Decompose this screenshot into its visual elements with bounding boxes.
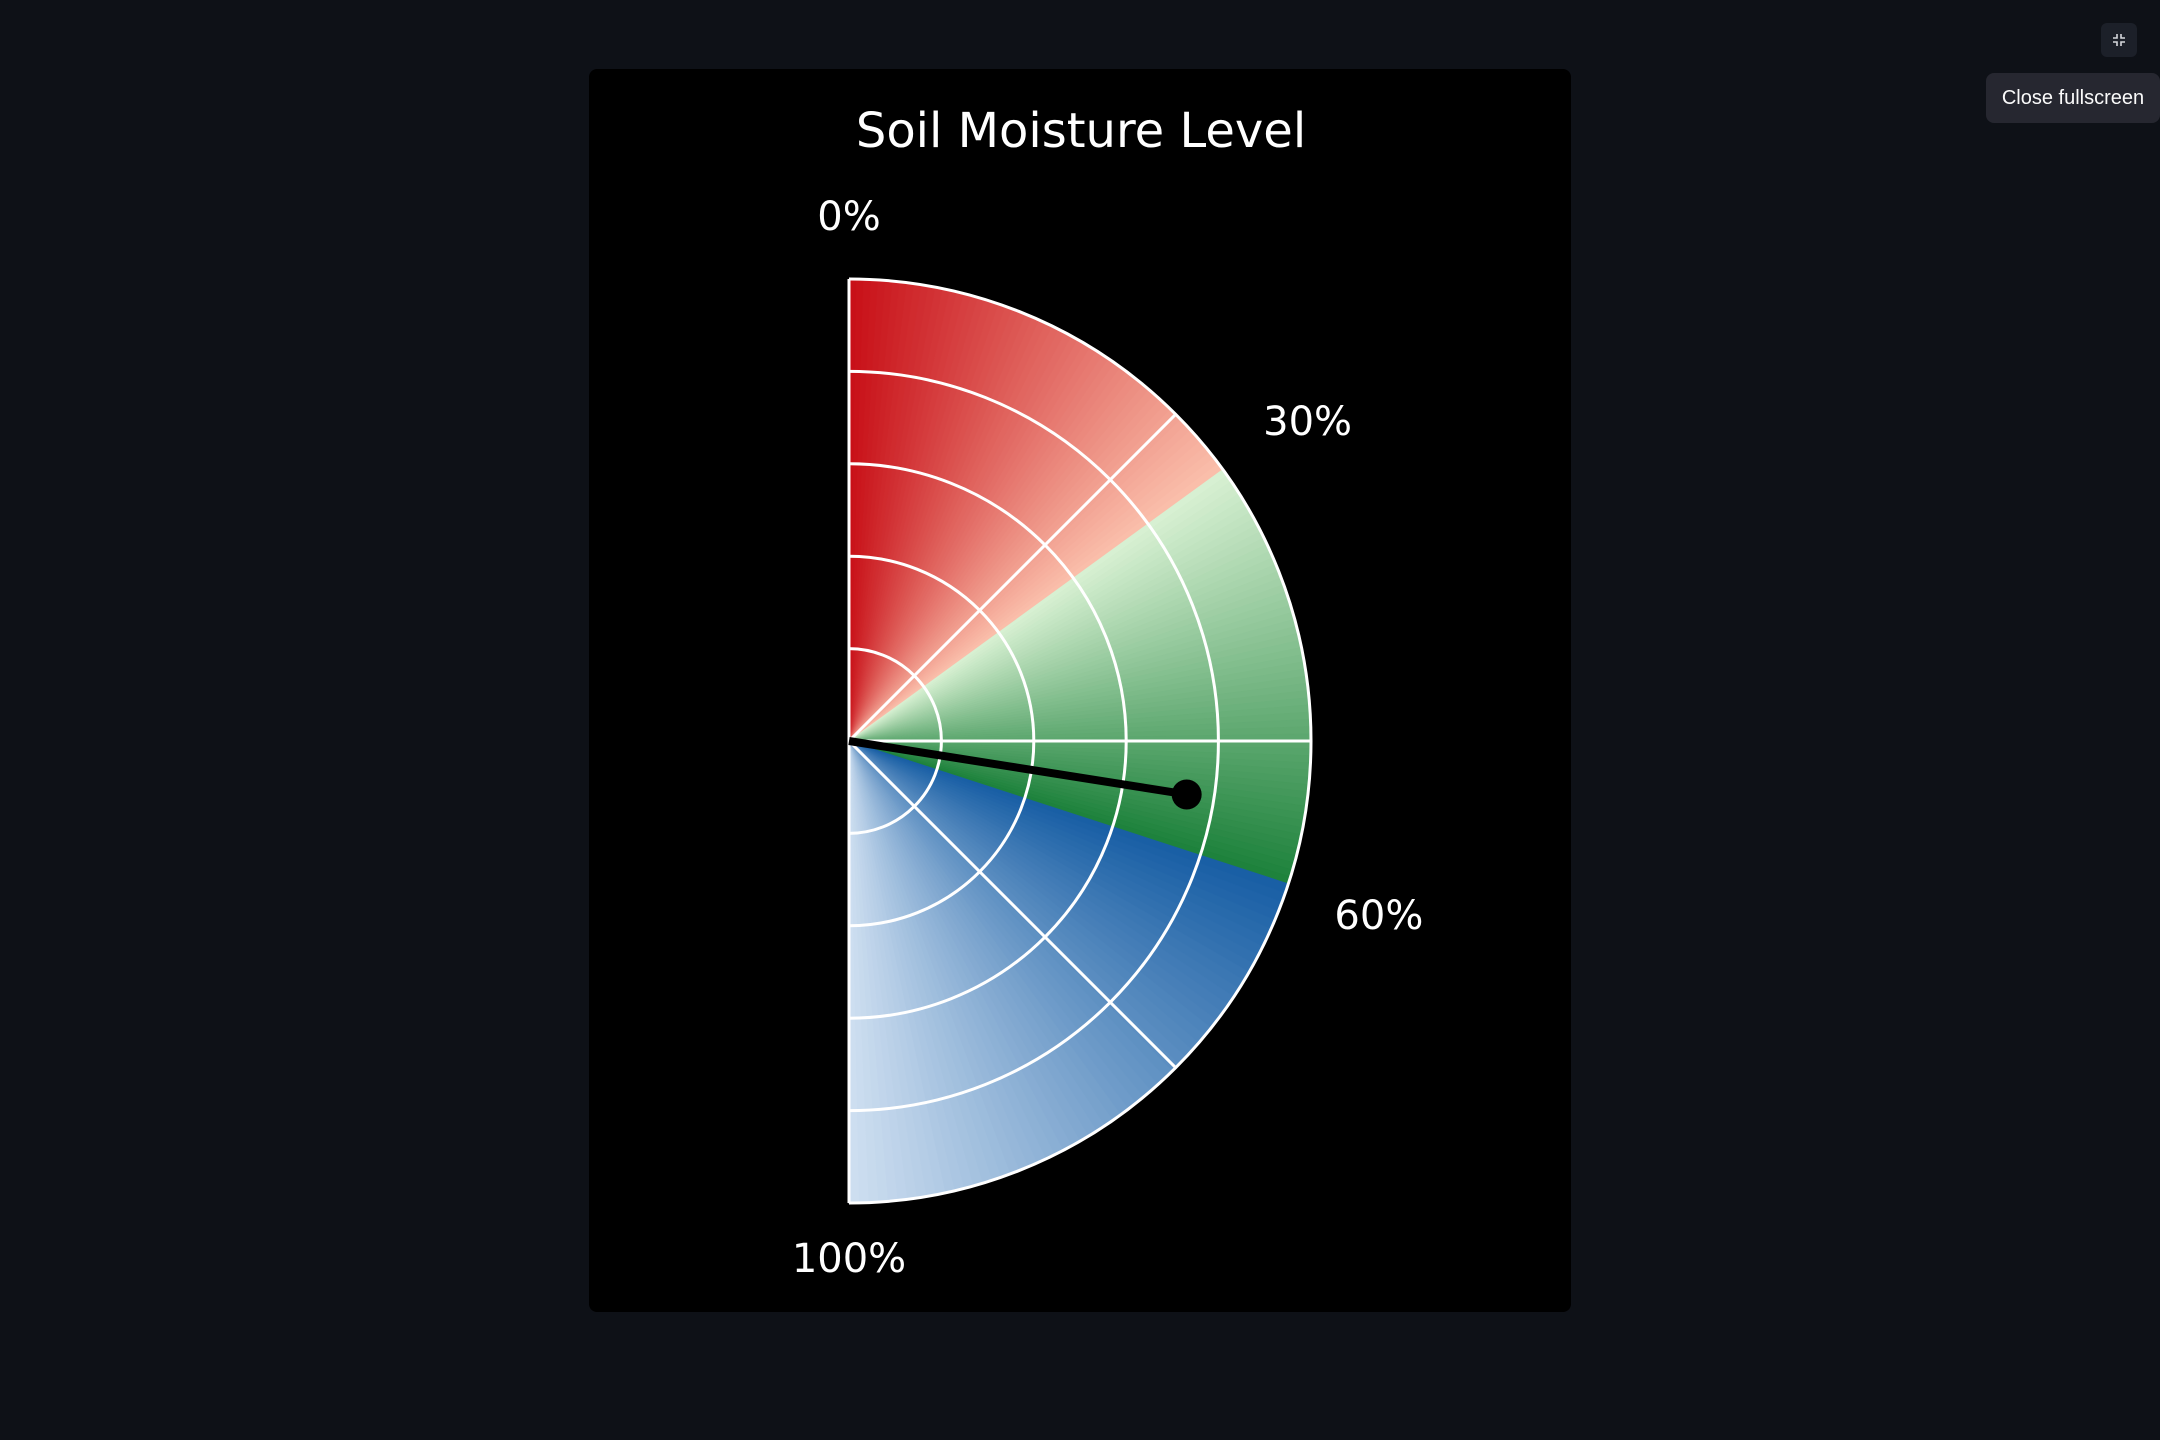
gauge-tick-labels: 0% 30% 60% 100% — [792, 194, 1424, 1282]
chart-title: Soil Moisture Level — [856, 103, 1306, 159]
tick-label-30: 30% — [1263, 399, 1352, 445]
tick-label-0: 0% — [817, 194, 880, 240]
exit-fullscreen-button[interactable] — [2101, 23, 2137, 57]
gauge-grid-spoke-45 — [847, 413, 1177, 743]
gauge-wedges — [848, 278, 1312, 1204]
needle-line — [848, 737, 1188, 799]
gauge-grid — [847, 277, 1313, 1205]
needle-tip — [1171, 779, 1202, 810]
exit-fullscreen-icon — [2113, 34, 2125, 46]
gauge-grid-spoke-135 — [847, 739, 1177, 1069]
gauge-needle — [848, 737, 1202, 810]
tick-label-100: 100% — [792, 1236, 906, 1282]
tooltip: Close fullscreen — [1986, 73, 2160, 123]
chart-panel: Soil Moisture Level 0% 30% 60% 100% — [589, 69, 1571, 1312]
gauge-chart: Soil Moisture Level 0% 30% 60% 100% — [792, 103, 1424, 1282]
tick-label-60: 60% — [1334, 893, 1423, 939]
